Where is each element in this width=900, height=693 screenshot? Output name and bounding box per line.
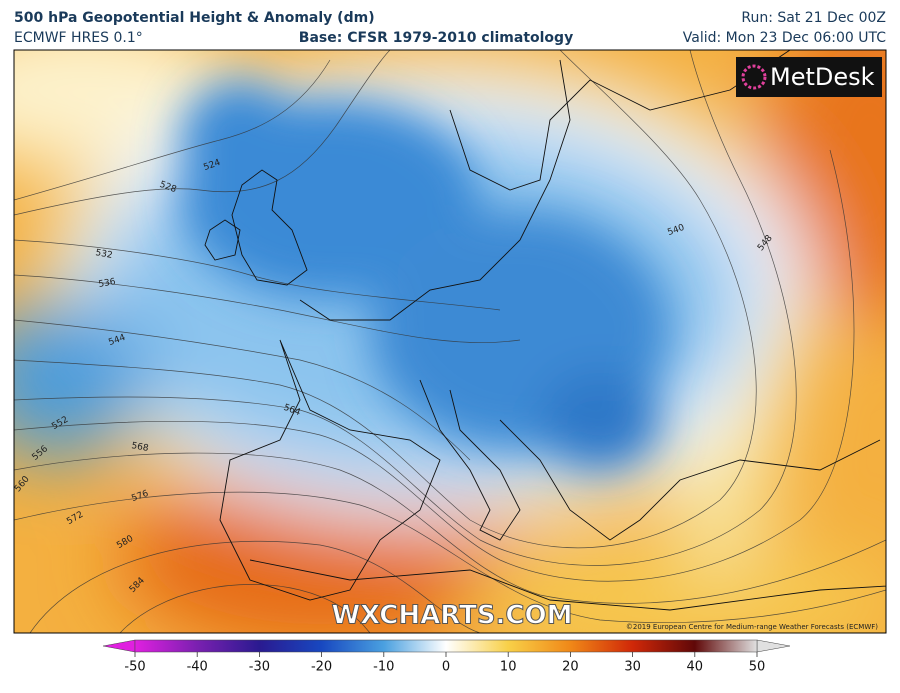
colorbar-tick-label: -50 <box>124 660 145 675</box>
run: Run: Sat 21 Dec 00Z <box>741 10 886 26</box>
contour-label: 568 <box>131 441 150 454</box>
map: MetDesk WXCHARTS.COM ©2019 European Cent… <box>14 50 886 633</box>
colorbar-tick-label: 40 <box>687 660 704 675</box>
coastlines <box>204 50 886 611</box>
colorbar-tick-label: 0 <box>442 660 450 675</box>
watermark: WXCHARTS.COM <box>331 601 572 631</box>
logo-icon <box>741 64 767 90</box>
colorbar-tick-label: -20 <box>311 660 332 675</box>
contour-label: 532 <box>95 248 114 261</box>
colorbar-bar <box>134 639 758 653</box>
colorbar-high-arrow <box>756 639 791 653</box>
contours <box>14 50 886 633</box>
logo-box <box>736 57 882 97</box>
logo-text: MetDesk <box>770 63 875 91</box>
colorbar-tick-label: 10 <box>500 660 517 675</box>
contour-label: 536 <box>98 277 117 290</box>
anomaly-core <box>180 80 670 470</box>
base: Base: CFSR 1979-2010 climatology <box>299 30 573 46</box>
colorbar: -50 -40 -30 -20 -10 0 10 20 30 40 50 <box>102 639 791 675</box>
colorbar-tick-label: 50 <box>749 660 766 675</box>
colorbar-tick-label: -10 <box>373 660 394 675</box>
model: ECMWF HRES 0.1° <box>14 30 143 46</box>
colorbar-tick-label: -30 <box>249 660 270 675</box>
valid: Valid: Mon 23 Dec 06:00 UTC <box>683 30 886 46</box>
colorbar-tick-label: -40 <box>187 660 208 675</box>
title: 500 hPa Geopotential Height & Anomaly (d… <box>14 10 375 26</box>
colorbar-low-arrow <box>102 639 136 653</box>
map-frame <box>13 49 887 634</box>
copyright: ©2019 European Centre for Medium-range W… <box>626 623 878 631</box>
colorbar-tick-label: 20 <box>562 660 579 675</box>
colorbar-tick-label: 30 <box>624 660 641 675</box>
